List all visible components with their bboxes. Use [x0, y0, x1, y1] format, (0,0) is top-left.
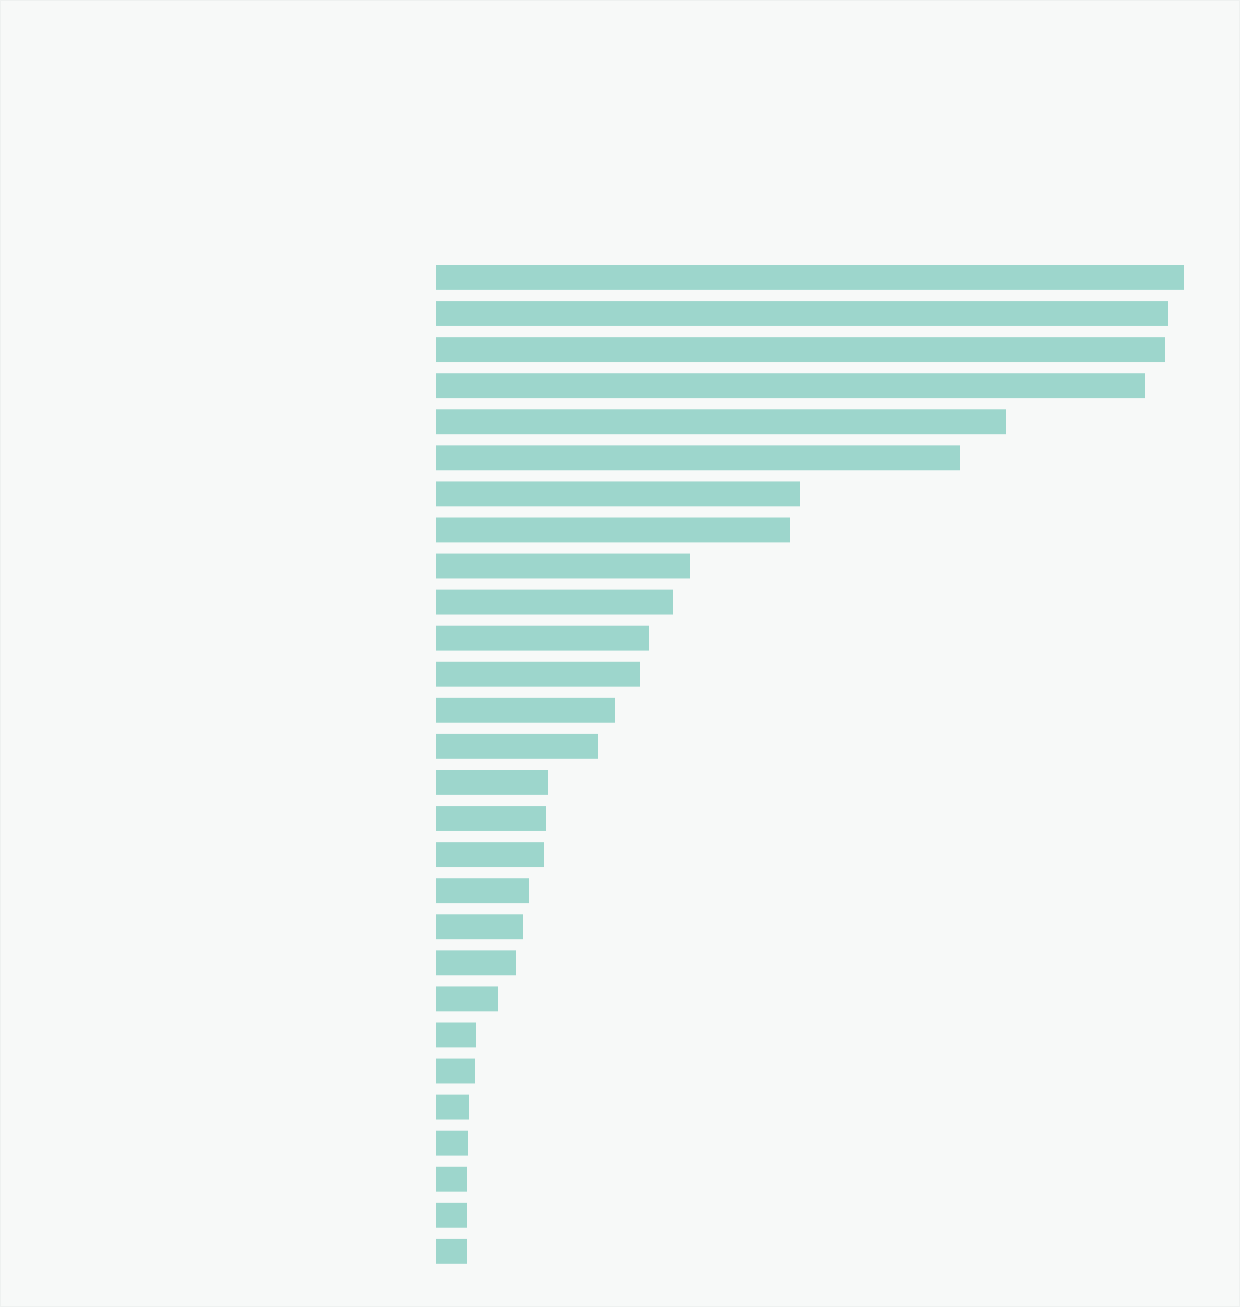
bar — [436, 950, 516, 976]
bar — [436, 1238, 467, 1264]
bar — [436, 409, 1006, 435]
bar — [436, 1166, 467, 1192]
bar — [436, 553, 690, 579]
bar — [436, 625, 649, 651]
bar — [436, 517, 790, 543]
bar — [436, 806, 546, 831]
bar — [436, 878, 529, 904]
bar — [436, 481, 800, 507]
bar — [436, 770, 548, 795]
bar — [436, 914, 523, 940]
bar — [436, 1094, 469, 1120]
bar — [436, 301, 1168, 326]
bar — [436, 986, 498, 1012]
bar — [436, 589, 673, 615]
bar — [436, 733, 598, 759]
bar — [436, 842, 544, 868]
bar — [436, 661, 640, 687]
bar — [436, 445, 960, 471]
bar — [436, 697, 615, 723]
bar — [436, 337, 1165, 363]
bar — [436, 373, 1145, 399]
bar — [436, 1058, 475, 1084]
bar — [436, 1130, 468, 1156]
bar — [436, 1022, 476, 1048]
bar — [436, 1202, 467, 1228]
bar — [436, 265, 1184, 290]
